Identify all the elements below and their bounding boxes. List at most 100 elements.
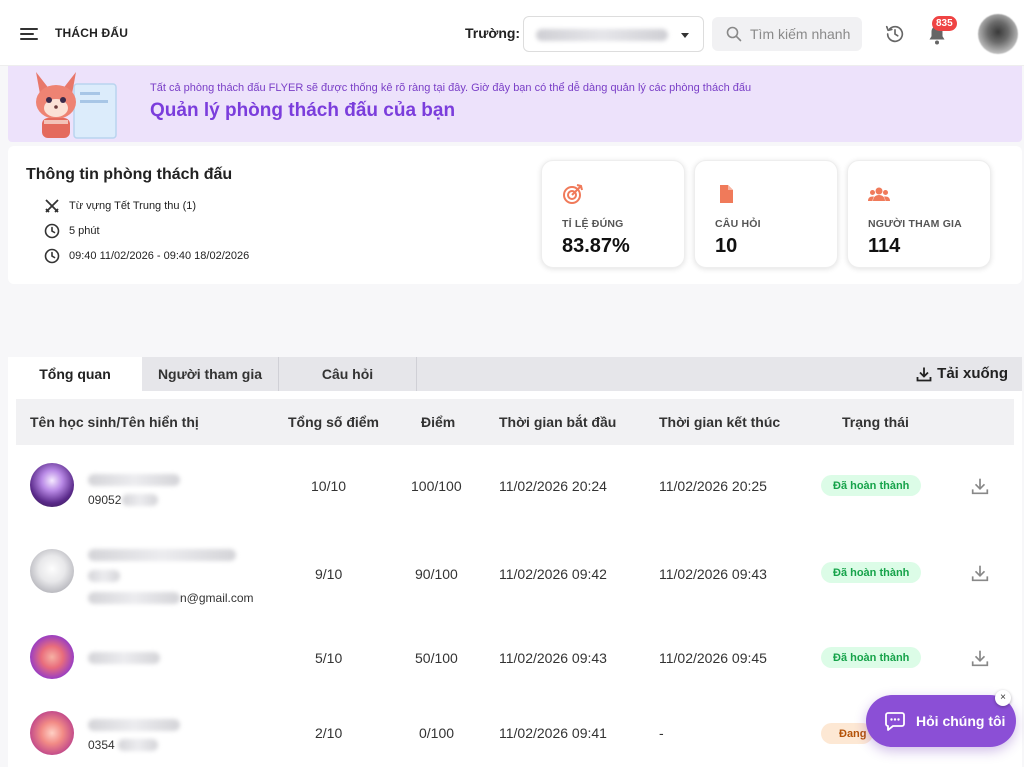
table-header: Tên học sinh/Tên hiển thị Tổng số điểm Đ… — [16, 399, 1014, 445]
column-header-score: Điểm — [421, 414, 456, 430]
download-button[interactable]: Tải xuống — [916, 365, 1008, 382]
start-time: 11/02/2026 09:43 — [499, 650, 607, 666]
school-select[interactable] — [523, 16, 704, 52]
users-icon — [868, 187, 890, 201]
student-avatar — [30, 635, 74, 679]
end-time: 11/02/2026 09:45 — [659, 650, 767, 666]
student-avatar — [30, 463, 74, 507]
column-header-start: Thời gian bắt đầu — [499, 414, 617, 430]
status-badge: Đã hoàn thành — [821, 647, 922, 668]
start-time: 11/02/2026 09:42 — [499, 566, 607, 582]
stat-value: 10 — [715, 235, 738, 257]
student-contact: n@gmail.com — [180, 591, 254, 605]
chat-label: Hỏi chúng tôi — [916, 713, 1006, 729]
fox-mascot-icon — [36, 72, 117, 139]
chevron-down-icon — [681, 33, 689, 38]
end-time: 11/02/2026 09:43 — [659, 566, 767, 582]
column-header-status: Trạng thái — [842, 414, 909, 430]
table-row[interactable]: 0354 2/10 0/100 11/02/2026 09:41 - Đang — [8, 699, 1022, 767]
download-icon[interactable] — [971, 564, 989, 582]
total-points: 10/10 — [311, 478, 347, 494]
status-badge: Đã hoàn thành — [821, 475, 922, 496]
download-label: Tải xuống — [937, 365, 1008, 382]
column-header-total: Tổng số điểm — [288, 414, 379, 430]
student-contact: 0354 — [88, 738, 115, 752]
search-input[interactable] — [750, 26, 860, 42]
end-time: 11/02/2026 20:25 — [659, 478, 767, 494]
student-contact-hidden — [122, 494, 158, 506]
stat-label: TỈ LỆ ĐÚNG — [562, 218, 624, 230]
score: 90/100 — [415, 566, 458, 582]
search-icon — [726, 26, 742, 42]
stat-card-questions: CÂU HỎI 10 — [694, 160, 838, 268]
student-contact: 09052 — [88, 493, 122, 507]
user-avatar[interactable] — [978, 14, 1018, 54]
download-icon[interactable] — [971, 649, 989, 667]
history-icon[interactable] — [884, 23, 906, 45]
search-box[interactable] — [712, 17, 862, 51]
score: 50/100 — [415, 650, 458, 666]
student-name-line2 — [88, 570, 120, 582]
column-header-name: Tên học sinh/Tên hiển thị — [30, 414, 199, 430]
clock-icon — [44, 223, 60, 239]
column-header-end: Thời gian kết thúc — [659, 414, 781, 430]
score: 0/100 — [419, 725, 455, 741]
chat-icon — [885, 712, 905, 731]
status-badge: Đang — [821, 723, 873, 744]
stat-label: NGƯỜI THAM GIA — [868, 218, 962, 230]
student-avatar — [30, 711, 74, 755]
tab-bar: Tổng quan Người tham gia Câu hỏi Tải xuố… — [8, 357, 1022, 391]
crossed-swords-icon — [45, 199, 59, 213]
participants-table: Tên học sinh/Tên hiển thị Tổng số điểm Đ… — [8, 391, 1022, 767]
end-time: - — [659, 725, 664, 741]
banner-subtitle: Tất cả phòng thách đấu FLYER sẽ được thố… — [150, 82, 752, 94]
room-info-card: Thông tin phòng thách đấu Từ vựng Tết Tr… — [8, 146, 1022, 284]
school-label: Trường: — [465, 25, 521, 41]
document-icon — [720, 185, 733, 203]
room-topic: Từ vựng Tết Trung thu (1) — [69, 200, 197, 212]
tab-overview[interactable]: Tổng quan — [8, 357, 142, 391]
tab-questions[interactable]: Câu hỏi — [279, 357, 417, 391]
status-badge: Đã hoàn thành — [821, 562, 922, 583]
student-avatar — [30, 549, 74, 593]
room-time-range: 09:40 11/02/2026 - 09:40 18/02/2026 — [69, 250, 250, 262]
notification-badge: 835 — [932, 16, 957, 31]
student-contact-hidden — [118, 739, 158, 751]
table-row[interactable]: 5/10 50/100 11/02/2026 09:43 11/02/2026 … — [8, 623, 1022, 699]
close-icon[interactable]: × — [995, 690, 1011, 706]
total-points: 5/10 — [315, 650, 343, 666]
banner: Tất cả phòng thách đấu FLYER sẽ được thố… — [8, 66, 1022, 142]
student-name — [88, 549, 236, 561]
total-points: 9/10 — [315, 566, 343, 582]
student-name — [88, 719, 180, 731]
total-points: 2/10 — [315, 725, 343, 741]
stat-card-participants: NGƯỜI THAM GIA 114 — [847, 160, 991, 268]
stat-card-accuracy: TỈ LỆ ĐÚNG 83.87% — [541, 160, 685, 268]
table-row[interactable]: 09052 10/10 100/100 11/02/2026 20:24 11/… — [8, 451, 1022, 531]
download-icon — [916, 367, 932, 381]
stat-label: CÂU HỎI — [715, 218, 761, 230]
chat-support-button[interactable]: Hỏi chúng tôi — [866, 695, 1016, 747]
stat-value: 83.87% — [562, 235, 630, 257]
room-info-heading: Thông tin phòng thách đấu — [26, 166, 233, 183]
tab-participants[interactable]: Người tham gia — [142, 357, 279, 391]
table-row[interactable]: n@gmail.com 9/10 90/100 11/02/2026 09:42… — [8, 531, 1022, 623]
page-title: THÁCH ĐẤU — [55, 26, 129, 40]
top-bar: THÁCH ĐẤU Trường: 835 — [0, 0, 1024, 66]
student-name — [88, 474, 180, 486]
hamburger-menu-icon[interactable] — [20, 28, 38, 40]
target-icon — [563, 184, 583, 204]
start-time: 11/02/2026 09:41 — [499, 725, 607, 741]
room-topic-row: Từ vựng Tết Trung thu (1) — [44, 198, 196, 214]
room-duration-row: 5 phút — [44, 223, 100, 239]
score: 100/100 — [411, 478, 462, 494]
start-time: 11/02/2026 20:24 — [499, 478, 607, 494]
stat-value: 114 — [868, 235, 901, 257]
student-name — [88, 652, 160, 664]
room-duration: 5 phút — [69, 225, 100, 237]
download-icon[interactable] — [971, 477, 989, 495]
clock-icon — [44, 248, 60, 264]
room-time-row: 09:40 11/02/2026 - 09:40 18/02/2026 — [44, 248, 249, 264]
school-select-value — [536, 29, 668, 41]
banner-title: Quản lý phòng thách đấu của bạn — [150, 100, 456, 121]
